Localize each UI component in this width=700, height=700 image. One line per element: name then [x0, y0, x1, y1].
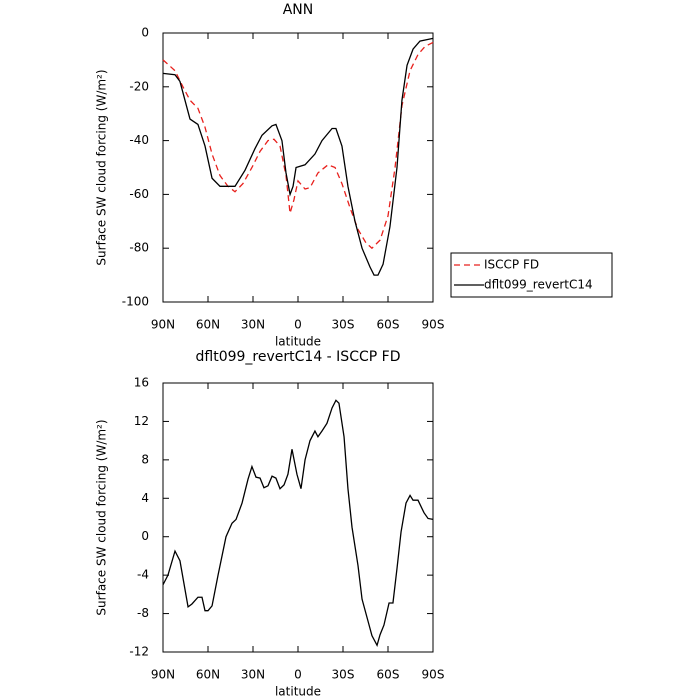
series-line [162, 37, 434, 276]
x-tick-label: 0 [294, 668, 302, 682]
x-tick-label: 90N [151, 318, 175, 332]
x-tick-label: 0 [294, 318, 302, 332]
series-line [162, 41, 434, 250]
legend-label: ISCCP FD [484, 258, 539, 272]
x-tick-label: 90N [151, 668, 175, 682]
plot-frame [162, 382, 434, 653]
y-tick-label: -8 [137, 606, 149, 620]
chart-title: dflt099_revertC14 - ISCCP FD [196, 349, 401, 365]
y-tick-label: -100 [122, 295, 149, 309]
y-tick-label: -80 [129, 241, 149, 255]
x-tick-label: 90S [422, 668, 445, 682]
y-tick-label: -20 [129, 79, 149, 93]
x-axis-label: latitude [275, 335, 321, 349]
x-tick-label: 60N [196, 318, 220, 332]
y-tick-label: -4 [137, 568, 149, 582]
legend-label: dflt099_revertC14 [484, 278, 593, 292]
series-line [162, 399, 434, 648]
x-tick-label: 30S [332, 318, 355, 332]
x-axis-label: latitude [275, 685, 321, 699]
y-tick-label: -60 [129, 187, 149, 201]
y-tick-label: -12 [129, 645, 149, 659]
legend-box [450, 252, 613, 298]
x-tick-label: 60N [196, 668, 220, 682]
y-axis-label: Surface SW cloud forcing (W/m²) [95, 419, 109, 615]
y-tick-label: 0 [141, 26, 149, 40]
x-tick-label: 30S [332, 668, 355, 682]
y-tick-label: 8 [141, 452, 149, 466]
x-tick-label: 30N [241, 668, 265, 682]
x-tick-label: 90S [422, 318, 445, 332]
y-tick-label: -40 [129, 133, 149, 147]
x-tick-label: 30N [241, 318, 265, 332]
x-tick-label: 60S [377, 668, 400, 682]
chart-title: ANN [283, 2, 314, 18]
y-axis-label: Surface SW cloud forcing (W/m²) [95, 69, 109, 265]
y-tick-label: 12 [134, 414, 149, 428]
y-tick-label: 4 [141, 491, 149, 505]
y-tick-label: 0 [141, 529, 149, 543]
x-tick-label: 60S [377, 318, 400, 332]
y-tick-label: 16 [134, 376, 149, 390]
